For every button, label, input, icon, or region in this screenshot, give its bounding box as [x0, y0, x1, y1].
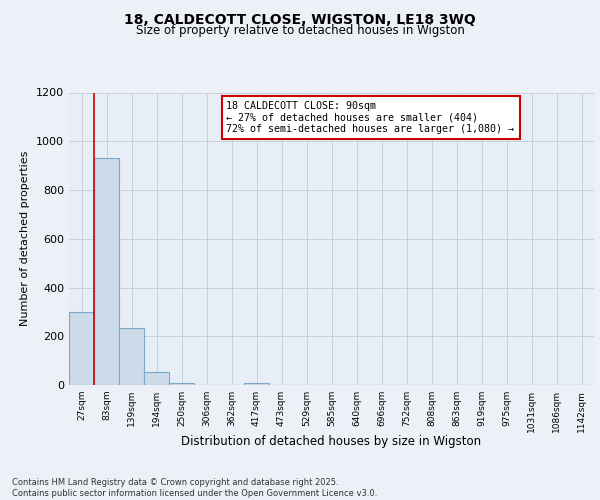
Bar: [169, 382, 194, 385]
Bar: [119, 328, 144, 385]
Bar: [69, 312, 94, 385]
Text: 18 CALDECOTT CLOSE: 90sqm
← 27% of detached houses are smaller (404)
72% of semi: 18 CALDECOTT CLOSE: 90sqm ← 27% of detac…: [227, 102, 515, 134]
Bar: [244, 382, 269, 385]
Text: Size of property relative to detached houses in Wigston: Size of property relative to detached ho…: [136, 24, 464, 37]
Y-axis label: Number of detached properties: Number of detached properties: [20, 151, 31, 326]
Bar: [94, 158, 119, 385]
X-axis label: Distribution of detached houses by size in Wigston: Distribution of detached houses by size …: [181, 435, 482, 448]
Text: 18, CALDECOTT CLOSE, WIGSTON, LE18 3WQ: 18, CALDECOTT CLOSE, WIGSTON, LE18 3WQ: [124, 12, 476, 26]
Text: Contains HM Land Registry data © Crown copyright and database right 2025.
Contai: Contains HM Land Registry data © Crown c…: [12, 478, 377, 498]
Bar: [144, 372, 169, 385]
